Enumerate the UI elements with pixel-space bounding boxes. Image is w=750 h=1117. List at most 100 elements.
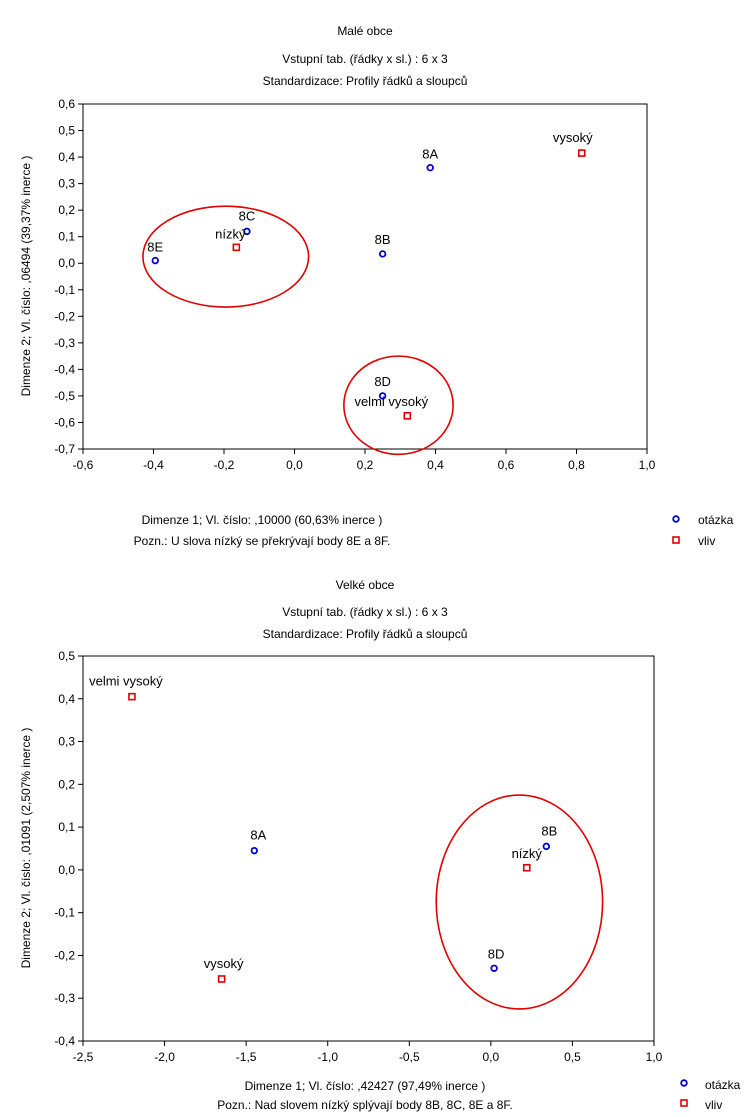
point-label-8A: 8A xyxy=(422,147,438,162)
x-tick-label: -1,5 xyxy=(236,1050,257,1064)
chart-subtitle-standardization: Standardizace: Profily řádků a sloupců xyxy=(263,74,468,88)
x-tick-label: -0,4 xyxy=(143,458,164,472)
y-tick-label: -0,6 xyxy=(54,415,75,429)
y-axis-label: Dimenze 2; Vl. číslo: ,01091 (2,507% ine… xyxy=(19,728,33,969)
highlight-ellipse xyxy=(142,205,310,308)
point-label-8B: 8B xyxy=(375,232,391,247)
x-tick-label: -0,2 xyxy=(214,458,235,472)
x-tick-label: -1,0 xyxy=(317,1050,338,1064)
y-tick-label: 0,1 xyxy=(58,230,75,244)
point-label-velmi-vysoký: velmi vysoký xyxy=(89,674,163,689)
y-tick-label: 0,3 xyxy=(58,177,75,191)
x-tick-label: 0,0 xyxy=(483,1050,500,1064)
y-tick-label: 0,1 xyxy=(58,820,75,834)
y-tick-label: -0,1 xyxy=(54,283,75,297)
chart-velké-obce: Velké obce Vstupní tab. (řádky x sl.) : … xyxy=(19,578,741,1112)
point-label-8C: 8C xyxy=(239,208,256,223)
chart-subtitle-standardization: Standardizace: Profily řádků a sloupců xyxy=(263,627,468,641)
point-label-8D: 8D xyxy=(374,374,391,389)
legend-label-vliv: vliv xyxy=(698,534,715,548)
point-marker-8B xyxy=(378,250,387,258)
y-tick-label: -0,3 xyxy=(54,991,75,1005)
legend-label-otazka: otázka xyxy=(698,513,734,527)
x-tick-label: 1,0 xyxy=(646,1050,663,1064)
y-tick-label: -0,3 xyxy=(54,336,75,350)
point-label-8B: 8B xyxy=(541,823,557,838)
highlight-ellipses xyxy=(435,794,604,1010)
legend: otázka vliv xyxy=(672,513,734,548)
point-label-velmi-vysoký: velmi vysoký xyxy=(354,394,428,409)
axis-ticks: -0,6 -0,4 -0,2 0,0 0,2 0,4 0,6 0,8 1,0 0,6 0,5 0,4 0… xyxy=(54,97,655,472)
point-marker-vysoký xyxy=(217,975,226,983)
point-marker-8D xyxy=(490,964,498,972)
point-label-vysoký: vysoký xyxy=(204,956,244,971)
x-tick-label: -0,5 xyxy=(399,1050,420,1064)
highlight-ellipses xyxy=(142,205,454,456)
x-tick-label: -2,5 xyxy=(73,1050,94,1064)
x-tick-label: 0,4 xyxy=(427,458,444,472)
y-tick-label: 0,5 xyxy=(58,124,75,138)
point-marker-8C xyxy=(243,227,251,236)
plot-frame xyxy=(82,655,655,1042)
y-tick-label: -0,2 xyxy=(54,948,75,962)
chart-title: Velké obce xyxy=(336,578,395,592)
y-tick-label: -0,5 xyxy=(54,389,75,403)
chart-subtitle-table: Vstupní tab. (řádky x sl.) : 6 x 3 xyxy=(282,605,448,619)
legend: otázka vliv xyxy=(680,1078,741,1112)
data-points: 8A 8B 8C 8D 8E vysoký nízký velmi vysoký xyxy=(147,130,593,420)
chart-note: Pozn.: U slova nízký se překrývají body … xyxy=(134,534,391,548)
point-marker-nízký xyxy=(232,243,241,252)
x-tick-label: 0,8 xyxy=(568,458,585,472)
point-marker-8B xyxy=(542,842,551,851)
data-points: 8A 8B 8D velmi vysoký vysoký nízký xyxy=(89,674,557,983)
y-tick-label: -0,7 xyxy=(54,442,75,456)
x-tick-label: -2,0 xyxy=(154,1050,175,1064)
x-tick-label: 0,2 xyxy=(357,458,374,472)
y-tick-label: 0,0 xyxy=(58,863,75,877)
y-tick-label: -0,4 xyxy=(54,1034,75,1048)
point-marker-velmi-vysoký xyxy=(128,692,136,701)
legend-circle-marker xyxy=(680,1079,688,1087)
y-tick-label: -0,4 xyxy=(54,362,75,376)
chart-title: Malé obce xyxy=(337,24,393,38)
point-label-8E: 8E xyxy=(147,240,163,255)
point-marker-vysoký xyxy=(577,149,586,157)
x-tick-label: 0,6 xyxy=(498,458,515,472)
y-tick-label: 0,4 xyxy=(58,692,75,706)
x-axis-label: Dimenze 1; Vl. číslo: ,10000 (60,63% ine… xyxy=(142,513,383,527)
chart-note: Pozn.: Nad slovem nízký splývají body 8B… xyxy=(217,1098,512,1112)
point-marker-8A xyxy=(250,846,258,855)
chart-subtitle-table: Vstupní tab. (řádky x sl.) : 6 x 3 xyxy=(282,52,448,66)
y-tick-label: 0,0 xyxy=(58,256,75,270)
point-label-vysoký: vysoký xyxy=(553,130,593,145)
legend-label-otazka: otázka xyxy=(705,1078,741,1092)
legend-square-marker xyxy=(680,1099,688,1107)
y-tick-label: -0,2 xyxy=(54,309,75,323)
chart-malé-obce: Malé obce Vstupní tab. (řádky x sl.) : 6… xyxy=(19,24,734,548)
y-tick-label: 0,5 xyxy=(58,649,75,663)
point-label-nízký: nízký xyxy=(215,226,246,241)
y-tick-label: 0,2 xyxy=(58,203,75,217)
point-label-8A: 8A xyxy=(250,828,266,843)
legend-label-vliv: vliv xyxy=(705,1098,722,1112)
x-tick-label: 1,0 xyxy=(639,458,656,472)
point-marker-nízký xyxy=(522,863,531,872)
x-axis-label: Dimenze 1; Vl. číslo: ,42427 (97,49% ine… xyxy=(245,1079,486,1093)
y-axis-label: Dimenze 2; Vl. číslo: ,06494 (39,37% ine… xyxy=(19,156,33,397)
x-tick-label: 0,0 xyxy=(286,458,303,472)
y-tick-label: 0,6 xyxy=(58,97,75,111)
y-tick-label: 0,4 xyxy=(58,150,75,164)
highlight-ellipse xyxy=(343,355,454,456)
x-tick-label: -0,6 xyxy=(73,458,94,472)
point-label-nízký: nízký xyxy=(512,846,543,861)
legend-square-marker xyxy=(672,536,680,544)
legend-circle-marker xyxy=(672,515,680,523)
y-tick-label: -0,1 xyxy=(54,906,75,920)
axis-ticks: -2,5 -2,0 -1,5 -1,0 -0,5 0,0 0,5 1,0 0,5 0,4 0,3 0,… xyxy=(54,649,662,1064)
point-marker-velmi-vysoký xyxy=(403,412,412,420)
point-marker-8A xyxy=(426,163,434,172)
highlight-ellipse xyxy=(435,794,604,1010)
point-marker-8E xyxy=(151,256,159,265)
point-label-8D: 8D xyxy=(488,946,505,961)
